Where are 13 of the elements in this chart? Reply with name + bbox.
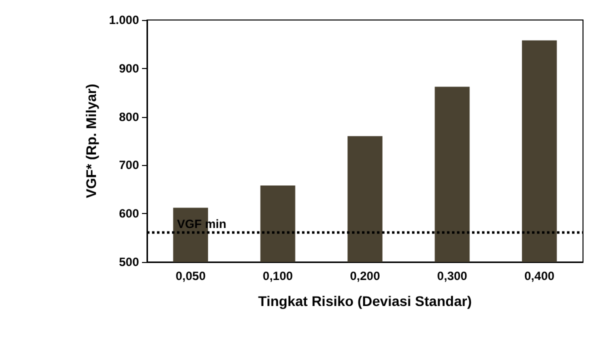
x-tick-label: 0,400 [524,269,555,283]
x-axis-title: Tingkat Risiko (Deviasi Standar) [258,293,472,309]
y-tick-label: 600 [118,206,140,221]
y-tick-label: 800 [118,110,140,124]
y-tick-label: 500 [118,255,140,269]
y-tick-label: 900 [118,61,140,76]
x-tick-label: 0,050 [176,269,206,283]
x-tick-label: 0,300 [437,269,468,283]
y-tick-label: 1.000 [108,13,140,27]
y-tick-label: 700 [118,158,140,172]
y-axis-title: VGF* (Rp. Milyar) [83,84,100,198]
x-tick-label: 0,200 [350,269,380,283]
x-tick-label: 0,100 [262,269,294,283]
